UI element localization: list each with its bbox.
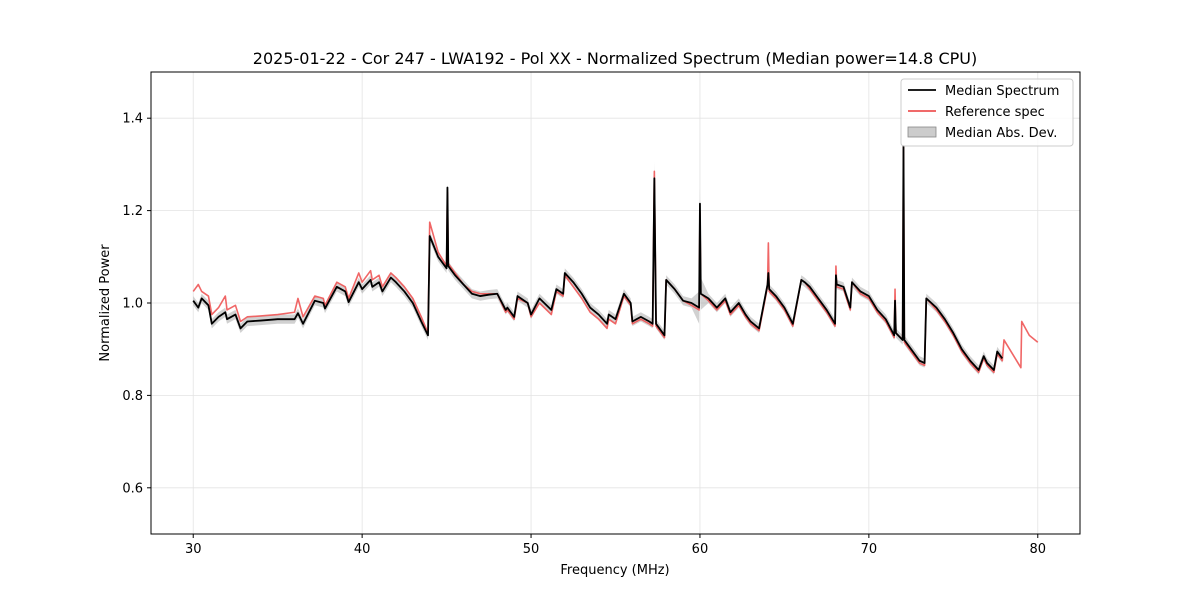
y-tick-label: 1.2 xyxy=(122,204,143,219)
series-layer xyxy=(192,145,1039,374)
y-tick-label: 0.6 xyxy=(122,481,143,496)
legend-mad-label: Median Abs. Dev. xyxy=(945,126,1057,141)
y-axis-label: Normalized Power xyxy=(98,244,113,362)
y-tick-label: 0.8 xyxy=(122,389,143,404)
legend-median-label: Median Spectrum xyxy=(945,84,1059,99)
y-tick-label: 1.4 xyxy=(122,112,143,127)
x-tick-label: 80 xyxy=(1029,542,1046,557)
x-tick-label: 30 xyxy=(185,542,202,557)
legend-mad-swatch xyxy=(907,126,937,138)
x-axis-label: Frequency (MHz) xyxy=(560,563,669,578)
x-tick-label: 60 xyxy=(692,542,709,557)
median-spectrum-line xyxy=(192,145,1004,371)
x-tick-label: 70 xyxy=(861,542,878,557)
y-tick-label: 1.0 xyxy=(122,297,143,312)
x-tick-label: 40 xyxy=(354,542,371,557)
legend: Median Spectrum Reference spec Median Ab… xyxy=(900,78,1074,147)
legend-box xyxy=(900,78,1074,147)
ticks: 30 40 50 60 70 80 0.6 0.8 1.0 1.2 1.4 xyxy=(122,112,1046,557)
chart-title: 2025-01-22 - Cor 247 - LWA192 - Pol XX -… xyxy=(253,49,977,68)
x-tick-label: 50 xyxy=(523,542,540,557)
legend-reference-label: Reference spec xyxy=(945,105,1045,120)
